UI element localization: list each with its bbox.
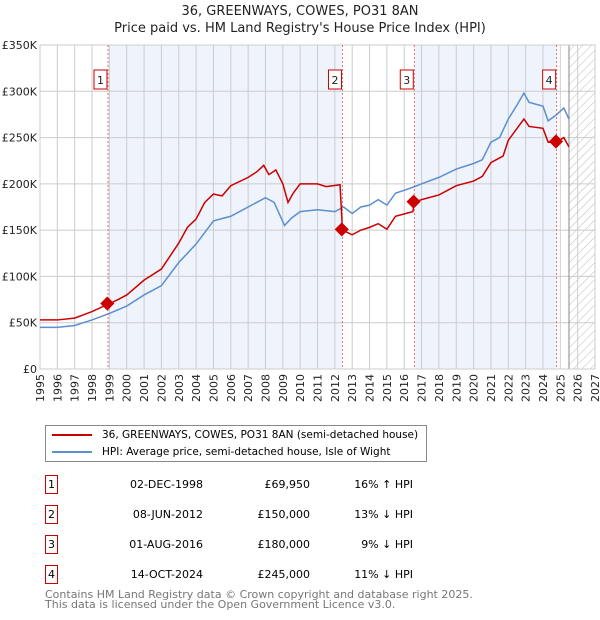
sale-label: 4	[546, 74, 553, 87]
x-tick-label: 2027	[589, 374, 600, 402]
sale-date: 14-OCT-2024	[130, 568, 203, 581]
x-tick-label: 2011	[312, 374, 325, 402]
sale-price: £180,000	[257, 538, 311, 551]
y-tick-label: £350K	[2, 39, 38, 52]
x-tick-label: 2012	[329, 374, 342, 402]
x-tick-label: 2013	[346, 374, 359, 402]
x-tick-label: 2007	[242, 374, 255, 402]
x-tick-label: 2022	[502, 374, 515, 402]
footer-line: This data is licensed under the Open Gov…	[45, 598, 396, 611]
x-tick-label: 1999	[103, 374, 116, 402]
shaded-period	[107, 45, 343, 369]
sale-number-badge: 1	[45, 475, 58, 494]
sale-row: 2 08-JUN-2012 £150,000 13% ↓ HPI	[45, 505, 413, 525]
legend-label: HPI: Average price, semi-detached house,…	[102, 446, 391, 458]
series-line	[40, 91, 570, 329]
x-tick-label: 2025	[554, 374, 567, 402]
series-line	[40, 117, 570, 321]
plot-border	[39, 44, 596, 370]
y-tick-label: £50K	[9, 317, 38, 330]
x-tick-label: 2023	[520, 374, 533, 402]
sale-label-box	[399, 69, 414, 90]
sale-label: 3	[403, 74, 410, 87]
x-tick-label: 2024	[537, 374, 550, 402]
y-tick-label: £250K	[2, 132, 38, 145]
blue-line-swatch	[52, 451, 92, 453]
hpi-comparison: 13% ↓ HPI	[354, 508, 413, 521]
x-tick-label: 1995	[34, 374, 47, 402]
sale-row: 4 14-OCT-2024 £245,000 11% ↓ HPI	[45, 565, 413, 585]
legend-item-property: 36, GREENWAYS, COWES, PO31 8AN (semi-det…	[52, 427, 418, 443]
x-tick-label: 2003	[173, 374, 186, 402]
x-tick-label: 2018	[433, 374, 446, 402]
sale-point	[334, 222, 349, 237]
x-tick-label: 2009	[277, 374, 290, 402]
forecast-hatch	[568, 45, 595, 369]
x-tick-label: 1996	[51, 374, 64, 402]
sale-price: £150,000	[257, 508, 311, 521]
sale-row: 1 02-DEC-1998 £69,950 16% ↑ HPI	[45, 475, 413, 495]
x-tick-label: 2008	[259, 374, 272, 402]
footer: Contains HM Land Registry data © Crown c…	[45, 588, 473, 611]
legend-item-hpi: HPI: Average price, semi-detached house,…	[52, 444, 390, 460]
x-tick-label: 2006	[225, 374, 238, 402]
sale-point	[548, 134, 564, 149]
sale-number-badge: 3	[45, 535, 58, 554]
hpi-comparison: 11% ↓ HPI	[354, 568, 413, 581]
hpi-comparison: 16% ↑ HPI	[354, 478, 413, 491]
x-tick-label: 2020	[468, 374, 481, 402]
x-tick-label: 1998	[86, 374, 99, 402]
x-tick-label: 2019	[450, 374, 463, 402]
y-tick-label: £150K	[2, 224, 38, 237]
sale-row: 3 01-AUG-2016 £180,000 9% ↓ HPI	[45, 535, 413, 555]
x-tick-label: 2010	[294, 374, 307, 402]
sale-date: 01-AUG-2016	[129, 538, 203, 551]
sale-label-box	[542, 69, 557, 90]
legend: 36, GREENWAYS, COWES, PO31 8AN (semi-det…	[45, 425, 427, 462]
sale-label: 1	[97, 74, 104, 87]
price-chart: 1995 1996 1997 1998 1999 2000 2001 2002 2003 2004…	[2, 39, 600, 402]
red-line-swatch	[52, 434, 92, 436]
x-tick-label: 2002	[155, 374, 168, 402]
x-tick-label: 2000	[121, 374, 134, 402]
sale-price: £69,950	[264, 478, 311, 491]
sale-point	[406, 194, 421, 209]
x-tick-label: 2016	[398, 374, 411, 402]
x-tick-label: 2026	[572, 374, 585, 402]
x-tick-label: 1997	[69, 374, 82, 402]
sale-price: £245,000	[257, 568, 311, 581]
x-tick-label: 2015	[381, 374, 394, 402]
sale-number-badge: 2	[45, 505, 58, 524]
hpi-comparison: 9% ↓ HPI	[361, 538, 413, 551]
sale-date: 02-DEC-1998	[129, 478, 203, 491]
sale-label: 2	[331, 74, 338, 87]
x-tick-label: 2005	[207, 374, 220, 402]
y-tick-label: £300K	[2, 85, 38, 98]
x-tick-label: 2014	[364, 374, 377, 402]
shaded-period	[414, 45, 557, 369]
x-tick-label: 2017	[416, 374, 429, 402]
x-tick-label: 2004	[190, 374, 203, 402]
footer-line: Contains HM Land Registry data © Crown c…	[45, 588, 473, 601]
y-tick-label: £200K	[2, 178, 38, 191]
x-tick-label: 2001	[138, 374, 151, 402]
chart-title: 36, GREENWAYS, COWES, PO31 8AN	[181, 4, 419, 19]
sale-label-box	[327, 69, 342, 90]
sale-date: 08-JUN-2012	[132, 508, 203, 521]
x-tick-label: 2021	[485, 374, 498, 402]
sale-label-box	[93, 69, 108, 90]
legend-label: 36, GREENWAYS, COWES, PO31 8AN (semi-det…	[102, 429, 419, 441]
chart-subtitle: Price paid vs. HM Land Registry's House …	[114, 21, 486, 36]
y-tick-label: £100K	[2, 270, 38, 283]
y-tick-label: £0	[23, 363, 37, 376]
sale-number-badge: 4	[45, 565, 58, 584]
